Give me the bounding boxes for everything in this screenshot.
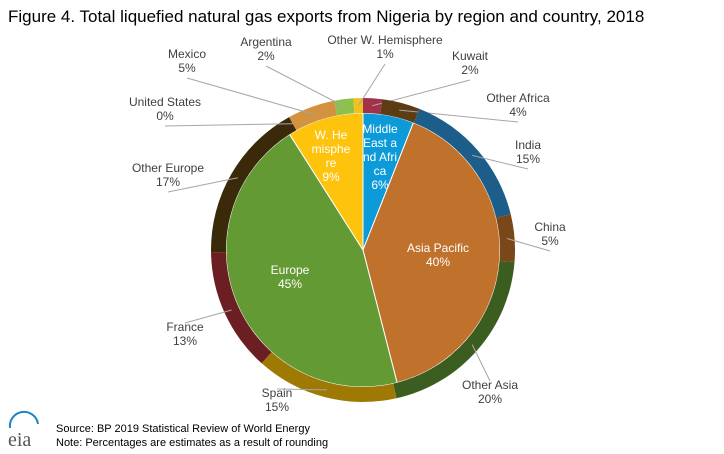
outer-value: 1% — [376, 47, 394, 61]
outer-segment — [380, 99, 420, 123]
inner-label: W. Hemisphere 9% — [310, 128, 352, 184]
inner-name: Middle East and Africa — [362, 122, 398, 178]
leader-line — [276, 388, 327, 391]
source: Source: BP 2019 Statistical Review of Wo… — [56, 423, 310, 435]
outer-name: Other Europe — [132, 161, 204, 175]
outer-segment — [496, 214, 516, 263]
inner-name: Europe — [270, 263, 310, 277]
outer-name: Kuwait — [452, 49, 489, 63]
inner-label: Asia Pacific 40% — [398, 241, 478, 269]
leader-line — [164, 123, 293, 127]
outer-name: India — [515, 138, 541, 152]
logo-arc — [8, 410, 39, 429]
outer-name: Other W. Hemisphere — [327, 33, 443, 47]
leader-line — [472, 154, 529, 170]
outer-value: 15% — [265, 400, 289, 414]
leader-line — [186, 77, 314, 115]
outer-name: Other Asia — [462, 378, 518, 392]
outer-segment — [211, 252, 272, 364]
outer-name: Mexico — [168, 47, 206, 61]
inner-label: Europe 45% — [250, 263, 330, 291]
leader-line — [265, 65, 345, 108]
chart-title: Figure 4. Total liquefied natural gas ex… — [8, 7, 644, 26]
outer-name: Spain — [262, 386, 293, 400]
outer-value: 20% — [478, 392, 502, 406]
outer-value: 15% — [516, 152, 540, 166]
outer-segment — [413, 108, 511, 218]
outer-value: 4% — [509, 105, 527, 119]
leader-line — [471, 344, 491, 382]
outer-name: Other Africa — [486, 91, 550, 105]
inner-value: 45% — [277, 277, 303, 291]
inner-label: Middle East and Africa 6% — [360, 122, 400, 192]
outer-name: France — [166, 320, 204, 334]
leader-line — [506, 238, 551, 252]
inner-value: 9% — [322, 170, 340, 184]
outer-segment — [393, 260, 515, 399]
outer-value: 0% — [156, 109, 174, 123]
outer-value: 13% — [173, 334, 197, 348]
inner-value: 6% — [371, 178, 389, 192]
outer-name: China — [534, 220, 566, 234]
inner-name: W. Hemisphere — [311, 128, 351, 170]
outer-segment — [289, 100, 338, 131]
outer-name: Argentina — [240, 35, 292, 49]
note: Note: Percentages are estimates as a res… — [56, 437, 328, 449]
outer-value: 5% — [178, 61, 196, 75]
leader-line — [184, 309, 232, 324]
outer-name: United States — [129, 95, 201, 109]
logo: eia — [8, 429, 31, 451]
outer-value: 2% — [257, 49, 275, 63]
leader-line — [357, 63, 386, 106]
inner-name: Asia Pacific — [406, 241, 470, 255]
leader-line — [167, 177, 238, 193]
outer-segment — [261, 352, 397, 402]
outer-segment — [211, 117, 297, 253]
outer-value: 2% — [461, 63, 479, 77]
outer-value: 17% — [156, 175, 180, 189]
outer-value: 5% — [541, 234, 559, 248]
inner-value: 40% — [425, 255, 451, 269]
